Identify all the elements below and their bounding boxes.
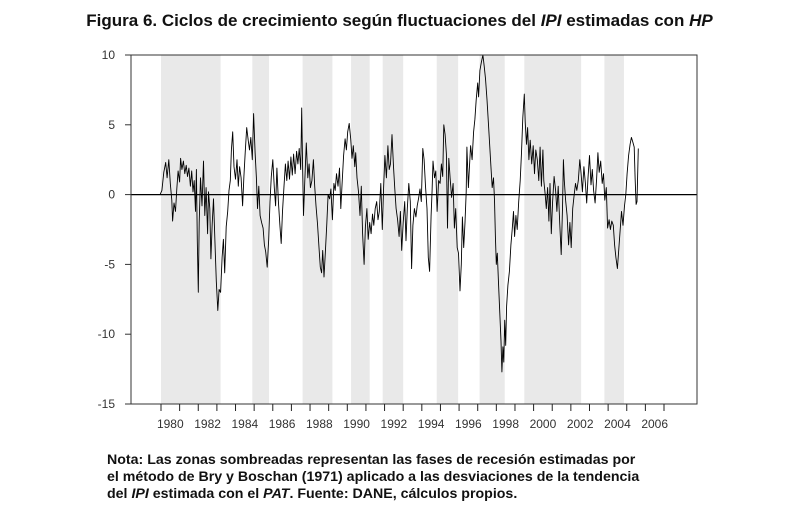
recession-shading-group	[161, 55, 624, 404]
note-line-1: Nota: Las zonas sombreadas representan l…	[107, 452, 636, 468]
note-pat: PAT	[263, 486, 290, 502]
note-ipi: IPI	[131, 486, 149, 502]
y-tick-label: -10	[98, 327, 116, 341]
series-line	[159, 54, 639, 373]
y-tick-label: 0	[108, 188, 115, 202]
x-axis: 1980 1982 1984 1986 1988 1990 1992 1994 1996 1998…	[157, 404, 668, 431]
x-tick-label: 1980	[157, 417, 184, 431]
y-tick-label: -5	[104, 257, 115, 271]
line-chart: 10 5 0 -5 -10 -15 1980 1982 1984 1986 1988 1990 199…	[98, 48, 698, 431]
x-tick-label: 1996	[455, 417, 482, 431]
recession-band	[382, 55, 404, 404]
title-prefix: Figura 6. Ciclos de crecimiento según fl…	[86, 11, 541, 30]
x-tick-label: 1988	[306, 417, 333, 431]
x-tick-label: 1982	[194, 417, 221, 431]
recession-band	[252, 55, 270, 404]
note-line3-b: estimada con el	[148, 486, 264, 502]
x-tick-label: 1986	[269, 417, 296, 431]
y-axis: 10 5 0 -5 -10 -15	[98, 48, 131, 411]
figure-note: Nota: Las zonas sombreadas representan l…	[107, 452, 727, 503]
x-tick-label: 2004	[604, 417, 631, 431]
x-tick-label: 1992	[381, 417, 408, 431]
recession-band	[479, 55, 505, 404]
x-tick-label: 1994	[418, 417, 445, 431]
x-tick-label: 2000	[530, 417, 557, 431]
x-tick-label: 2006	[641, 417, 668, 431]
recession-band	[524, 55, 582, 404]
title-ipi: IPI	[540, 11, 562, 30]
x-tick-label: 1990	[343, 417, 370, 431]
recession-band	[351, 55, 370, 404]
recession-band	[436, 55, 459, 404]
y-tick-label: -15	[98, 397, 116, 411]
title-hp: HP	[689, 11, 713, 30]
note-line3-a: del	[107, 486, 132, 502]
x-tick-label: 1984	[231, 417, 258, 431]
recession-band	[604, 55, 624, 404]
x-tick-label: 2002	[567, 417, 594, 431]
note-line-2: el método de Bry y Boschan (1971) aplica…	[107, 469, 640, 485]
x-tick-label: 1998	[492, 417, 519, 431]
title-middle: estimadas con	[561, 11, 690, 30]
y-tick-label: 5	[108, 118, 115, 132]
figure-title: Figura 6. Ciclos de crecimiento según fl…	[0, 11, 799, 31]
note-line-3: del IPI estimada con el PAT. Fuente: DAN…	[107, 486, 727, 503]
y-tick-label: 10	[102, 48, 116, 62]
plot-frame	[130, 54, 698, 405]
note-line3-c: . Fuente: DANE, cálculos propios.	[289, 486, 518, 502]
